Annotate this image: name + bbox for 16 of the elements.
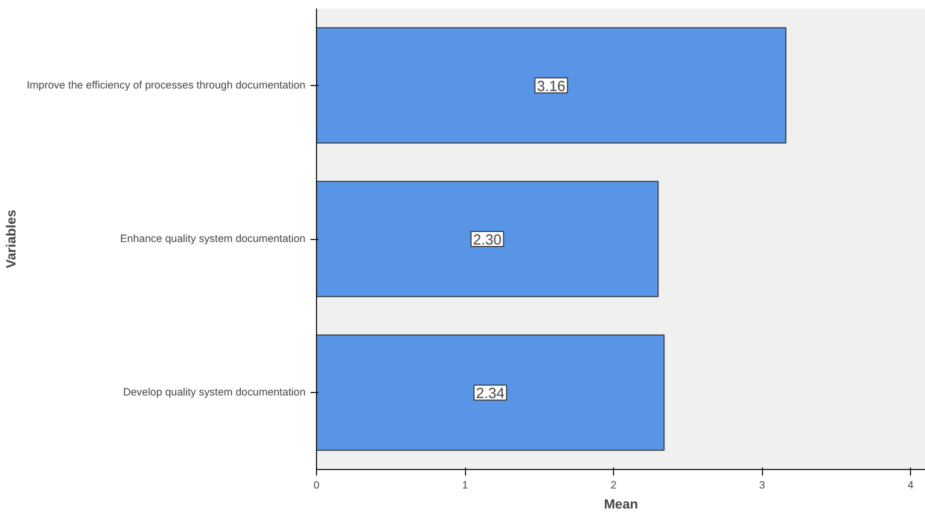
data-label: 2.34 — [476, 386, 505, 402]
x-tick-label: 3 — [759, 480, 766, 492]
bar — [316, 334, 665, 451]
bar — [316, 27, 786, 144]
data-label: 2.30 — [473, 232, 502, 248]
data-label: 3.16 — [536, 78, 566, 95]
x-tick-label: 2 — [610, 480, 617, 492]
x-tick-label: 4 — [908, 480, 914, 492]
bar — [316, 180, 659, 298]
x-tick-label: 0 — [314, 480, 320, 492]
x-tick-label: 1 — [462, 480, 468, 492]
y-axis-title: Variables — [4, 210, 19, 268]
x-axis-title: Mean — [604, 496, 638, 512]
y-tick-label: Improve the efficiency of processes through documentation — [26, 79, 306, 92]
y-tick-label: Enhance quality system documentation — [120, 233, 306, 245]
y-tick-label: Develop quality system documentation — [123, 386, 306, 399]
